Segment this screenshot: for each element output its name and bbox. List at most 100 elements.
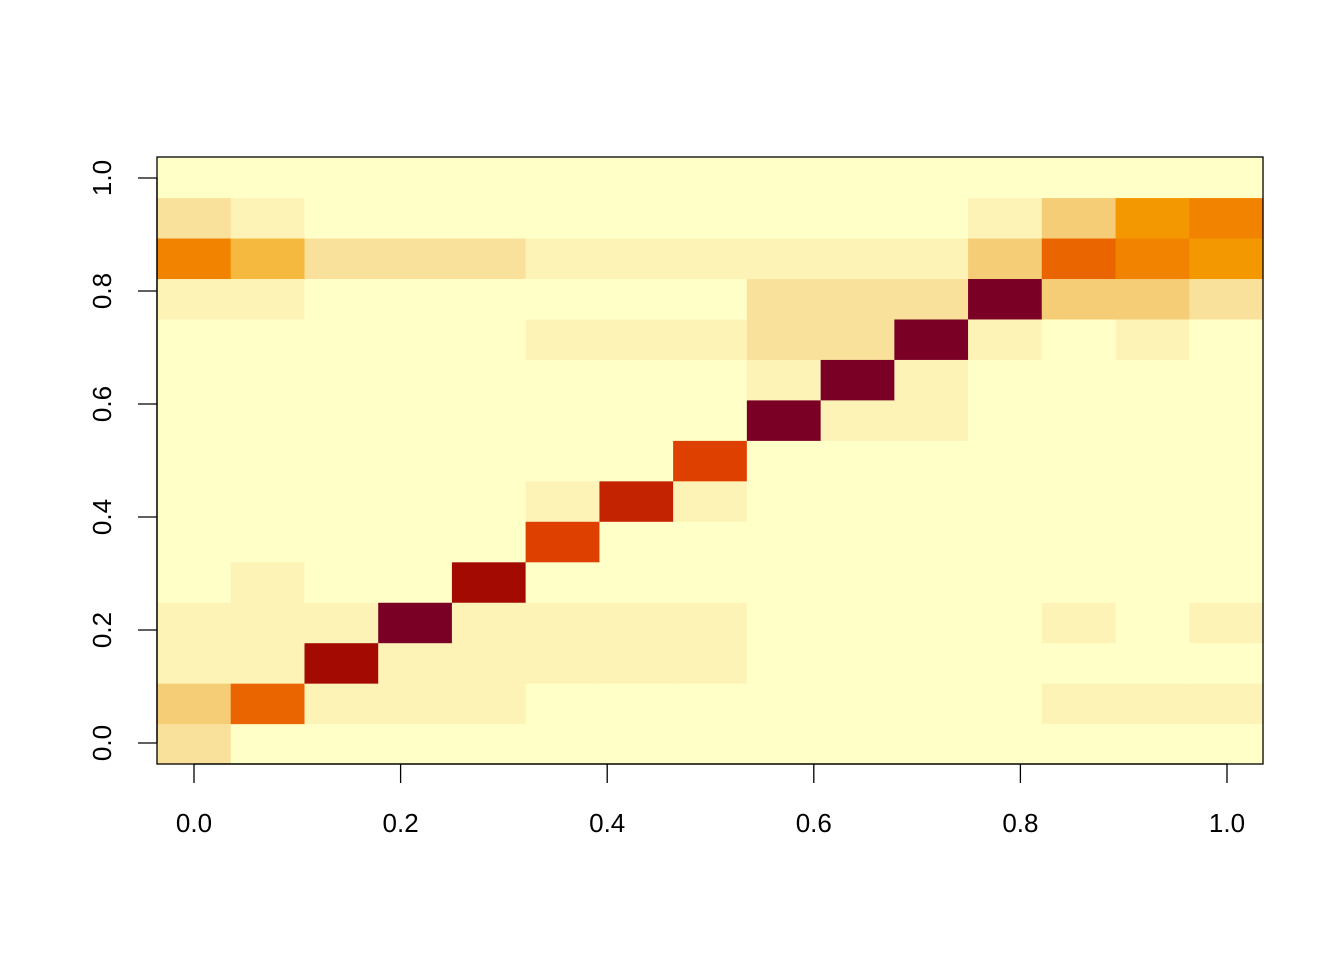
heatmap-cell [230,399,306,441]
heatmap-cell [525,237,600,280]
heatmap-cell [378,480,453,522]
heatmap-cell [378,642,453,684]
heatmap-cell [673,318,748,360]
heatmap-cell [1189,197,1264,239]
heatmap-cell [1189,521,1264,563]
heatmap-cell [894,602,969,644]
heatmap-cell [230,440,306,482]
heatmap-cell [746,156,822,199]
heatmap-cell [1115,480,1190,522]
heatmap-cell [820,561,895,603]
heatmap-cell [746,197,822,239]
heatmap-cell [230,521,306,563]
heatmap-cell [820,521,895,563]
heatmap-cell [820,156,895,199]
heatmap-cell [1041,156,1117,199]
heatmap-cell [230,197,306,239]
heatmap-cell [968,359,1043,401]
x-tick-label-0: 0.0 [176,808,212,838]
heatmap-cell [1115,156,1190,199]
heatmap-cell [1041,480,1117,522]
heatmap-cell [304,359,379,401]
heatmap-cell [599,156,674,199]
heatmap-cell [894,521,969,563]
heatmap-cell [673,278,748,320]
heatmap-cell [746,480,822,522]
heatmap-cell [968,723,1043,765]
heatmap-cell [673,399,748,441]
heatmap-cell [230,723,306,765]
heatmap-cell [673,237,748,280]
heatmap-cell [156,278,232,320]
heatmap-cell [968,440,1043,482]
heatmap-cell [156,561,232,603]
heatmap-cell [230,156,306,199]
heatmap-cell [230,318,306,360]
x-tick-label-5: 1.0 [1209,808,1245,838]
y-tick-label-3: 0.6 [87,386,117,422]
heatmap-cell [1041,278,1117,320]
heatmap-cell [1115,440,1190,482]
heatmap-cell [451,440,527,482]
heatmap-cell [451,683,527,725]
heatmap-cell [525,521,600,563]
heatmap-cell [599,359,674,401]
heatmap-cell [673,440,748,482]
heatmap-cell [820,399,895,441]
heatmap-cell [1189,399,1264,441]
heatmap-cell [820,642,895,684]
heatmap-cell [1189,642,1264,684]
heatmap-cell [451,197,527,239]
heatmap-cell [451,561,527,603]
heatmap-cell [1041,642,1117,684]
y-axis: 0.0 0.2 0.4 0.6 0.8 1.0 [87,160,158,761]
heatmap-cell [599,561,674,603]
heatmap-cell [746,318,822,360]
x-tick-label-2: 0.4 [589,808,625,838]
heatmap-cell [968,278,1043,320]
heatmap-cell [1189,723,1264,765]
heatmap-cell [230,480,306,522]
heatmap-cell [156,399,232,441]
heatmap-cell [525,359,600,401]
heatmap-cell [378,156,453,199]
heatmap-cell [525,642,600,684]
x-tick-label-1: 0.2 [383,808,419,838]
heatmap-cell [1041,237,1117,280]
heatmap-cell [1115,237,1190,280]
heatmap-cell [599,642,674,684]
heatmap-cell [156,318,232,360]
heatmap-cell [451,156,527,199]
heatmap-cell [1041,399,1117,441]
heatmap-cell [894,642,969,684]
heatmap-cell [378,723,453,765]
heatmap-cell [230,237,306,280]
heatmap-cell [599,521,674,563]
heatmap-cell [525,156,600,199]
x-tick-label-3: 0.6 [796,808,832,838]
heatmap-cell [599,318,674,360]
heatmap-cell [1189,683,1264,725]
heatmap-cell [304,480,379,522]
heatmap-cell [599,602,674,644]
heatmap-cell [1189,156,1264,199]
heatmap-cell [451,642,527,684]
heatmap-cell [525,197,600,239]
heatmap-cell [1115,602,1190,644]
heatmap-cell [746,399,822,441]
heatmap-cell [1115,642,1190,684]
heatmap-cell [1189,440,1264,482]
heatmap-cell [746,561,822,603]
heatmap-cell [820,318,895,360]
y-tick-label-1: 0.2 [87,612,117,648]
heatmap-cell [304,278,379,320]
heatmap-cell [1189,561,1264,603]
heatmap-cell [378,318,453,360]
heatmap-cell [230,642,306,684]
heatmap-cell [968,480,1043,522]
heatmap-cell [156,480,232,522]
heatmap-cell [156,237,232,280]
heatmap-cell [1189,359,1264,401]
heatmap-cell [378,197,453,239]
heatmap-cell [378,278,453,320]
